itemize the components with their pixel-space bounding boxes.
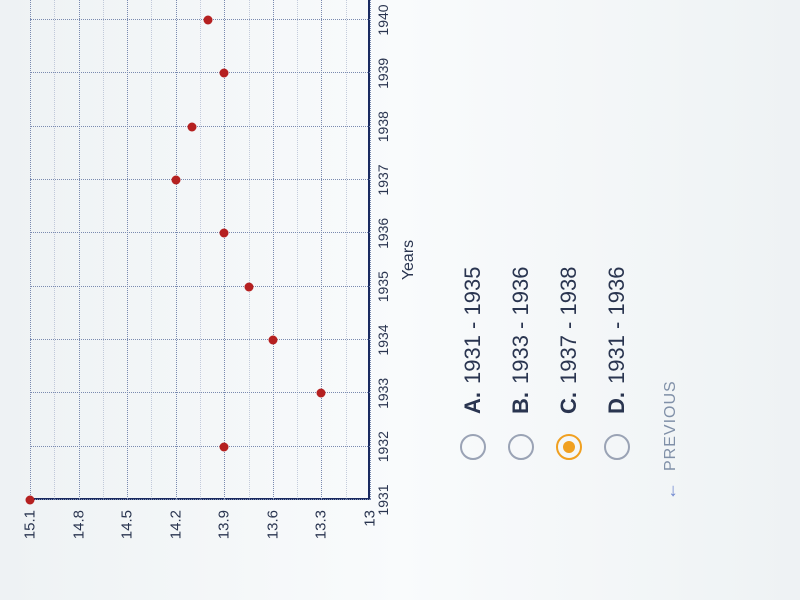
data-point [268, 336, 277, 345]
gridline-horizontal-minor [54, 0, 55, 500]
gridline-vertical [30, 232, 370, 233]
page: Years 15.114.814.514.213.913.613.3131931… [0, 0, 800, 600]
data-point [220, 69, 229, 78]
y-tick-label: 13.3 [313, 510, 330, 560]
gridline-horizontal-minor [79, 0, 80, 500]
answer-options: A. 1931 - 1935 B. 1933 - 1936 C. 1937 - 1938 D… [460, 30, 630, 460]
y-tick-label: 13 [362, 510, 379, 560]
y-tick-label: 14.5 [119, 510, 136, 560]
x-tick-label: 1934 [375, 324, 391, 355]
x-tick-label: 1935 [375, 271, 391, 302]
answer-text: 1937 - 1938 [556, 267, 582, 384]
answer-option[interactable]: C. 1937 - 1938 [556, 30, 582, 460]
data-point [204, 16, 213, 25]
gridline-vertical [30, 446, 370, 447]
gridline-horizontal-minor [370, 0, 371, 500]
answer-option[interactable]: D. 1931 - 1936 [604, 30, 630, 460]
y-tick-label: 14.2 [167, 510, 184, 560]
data-point [187, 122, 196, 131]
data-point [171, 176, 180, 185]
answer-option[interactable]: A. 1931 - 1935 [460, 30, 486, 460]
gridline-horizontal-minor [127, 0, 128, 500]
gridline-vertical [30, 499, 370, 500]
gridline-vertical [30, 126, 370, 127]
gridline-vertical [30, 72, 370, 73]
radio-button[interactable] [556, 434, 582, 460]
previous-button[interactable]: ← PREVIOUS [660, 30, 681, 500]
y-tick-label: 15.1 [22, 510, 39, 560]
x-tick-label: 1931 [375, 484, 391, 515]
radio-button[interactable] [460, 434, 486, 460]
x-tick-label: 1940 [375, 4, 391, 35]
radio-button[interactable] [604, 434, 630, 460]
answer-text: 1933 - 1936 [508, 267, 534, 384]
answer-letter: C. [556, 392, 582, 414]
y-tick-label: 14.8 [70, 510, 87, 560]
answer-letter: A. [460, 392, 486, 414]
answer-text: 1931 - 1935 [460, 267, 486, 384]
gridline-vertical [30, 19, 370, 20]
gridline-vertical [30, 179, 370, 180]
gridline-horizontal-minor [297, 0, 298, 500]
data-point [220, 442, 229, 451]
radio-button[interactable] [508, 434, 534, 460]
gridline-horizontal-minor [321, 0, 322, 500]
x-tick-label: 1933 [375, 378, 391, 409]
gridline-horizontal-minor [200, 0, 201, 500]
data-point [317, 389, 326, 398]
scatter-chart: Years 15.114.814.514.213.913.613.3131931… [30, 20, 370, 500]
plot-area [30, 20, 370, 500]
y-tick-label: 13.9 [216, 510, 233, 560]
gridline-horizontal-minor [273, 0, 274, 500]
answer-letter: D. [604, 392, 630, 414]
gridline-horizontal-minor [103, 0, 104, 500]
data-point [244, 282, 253, 291]
previous-label: PREVIOUS [662, 380, 680, 471]
arrow-left-icon: ← [660, 481, 681, 500]
gridline-horizontal-minor [249, 0, 250, 500]
gridline-horizontal-minor [30, 0, 31, 500]
data-point [220, 229, 229, 238]
x-tick-label: 1936 [375, 218, 391, 249]
y-tick-label: 13.6 [264, 510, 281, 560]
gridline-horizontal-minor [346, 0, 347, 500]
gridline-vertical [30, 286, 370, 287]
x-tick-label: 1937 [375, 164, 391, 195]
answer-letter: B. [508, 392, 534, 414]
data-point [26, 496, 35, 505]
x-axis-title: Years [400, 240, 418, 280]
gridline-horizontal-minor [151, 0, 152, 500]
x-tick-label: 1938 [375, 111, 391, 142]
x-tick-label: 1939 [375, 58, 391, 89]
answer-option[interactable]: B. 1933 - 1936 [508, 30, 534, 460]
gridline-vertical [30, 339, 370, 340]
gridline-horizontal-minor [176, 0, 177, 500]
x-tick-label: 1932 [375, 431, 391, 462]
answer-text: 1931 - 1936 [604, 267, 630, 384]
